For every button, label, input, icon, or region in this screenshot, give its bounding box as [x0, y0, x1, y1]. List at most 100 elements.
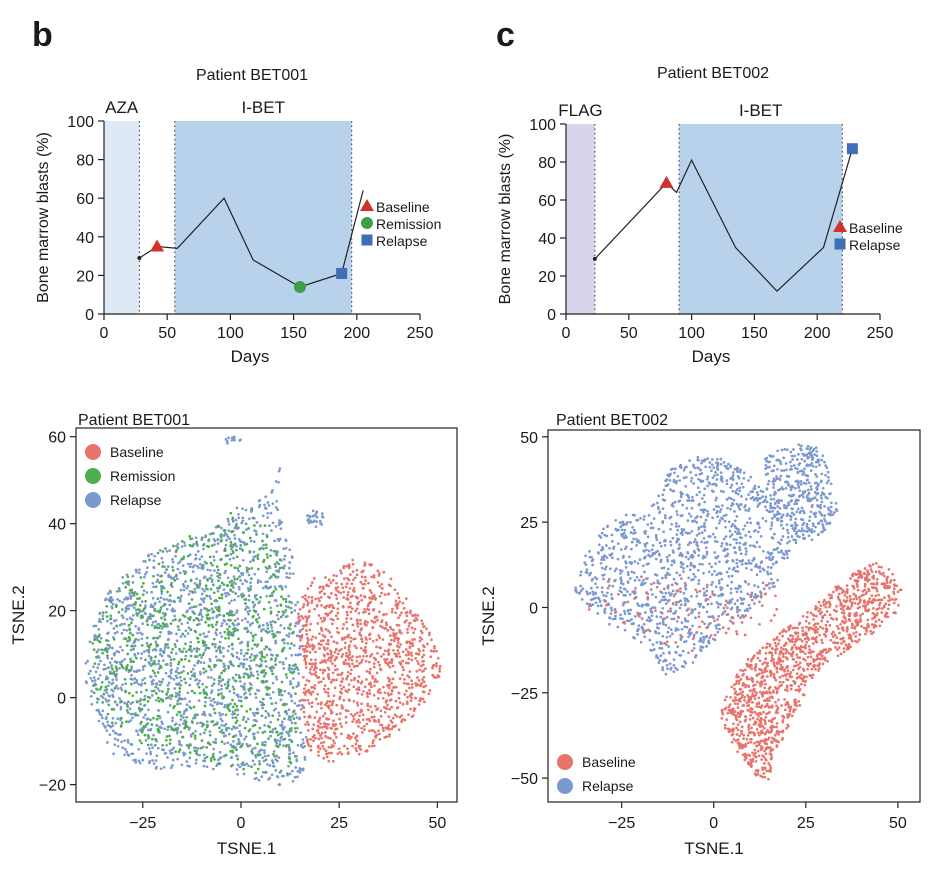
- bet001-blasts-band-label: AZA: [105, 98, 139, 117]
- bet001-tsne-remission-point: [140, 741, 143, 745]
- bet001-tsne-baseline-point: [314, 661, 317, 665]
- bet002-tsne-relapse-point: [695, 540, 699, 544]
- bet002-tsne-relapse-point: [741, 602, 745, 605]
- bet001-tsne-relapse-point: [286, 642, 290, 645]
- bet002-tsne-relapse-point: [689, 563, 693, 567]
- bet001-tsne-baseline-point: [374, 678, 377, 681]
- bet001-tsne-baseline-point: [346, 670, 350, 674]
- bet001-tsne-baseline-point: [318, 632, 321, 636]
- bet001-tsne-relapse-point: [269, 606, 273, 610]
- bet001-tsne-relapse-point: [260, 775, 264, 778]
- bet001-tsne-relapse-point: [138, 571, 141, 575]
- bet001-tsne-relapse-point: [295, 634, 299, 638]
- bet001-tsne-remission-point: [258, 624, 261, 628]
- bet001-tsne-remission-point: [178, 690, 181, 694]
- bet002-tsne-relapse-point: [749, 521, 753, 525]
- bet001-tsne-baseline-point: [356, 701, 359, 705]
- bet001-tsne-relapse-point: [163, 571, 167, 574]
- bet002-tsne-relapse-point: [678, 546, 681, 550]
- bet001-tsne-relapse-point: [283, 689, 287, 693]
- bet001-tsne-legend-baseline-swatch: [85, 444, 101, 460]
- bet002-tsne-relapse-point: [682, 468, 686, 472]
- bet001-tsne-relapse-point: [241, 519, 245, 523]
- bet001-tsne-relapse-point: [182, 712, 186, 716]
- bet002-tsne-relapse-point: [628, 555, 631, 559]
- bet002-tsne-relapse-point: [649, 607, 653, 611]
- bet002-tsne-relapse-point: [740, 495, 743, 498]
- bet002-tsne-relapse-point: [698, 562, 702, 566]
- bet001-tsne-relapse-point: [116, 598, 119, 601]
- bet001-tsne-relapse-point: [274, 480, 278, 483]
- bet001-tsne-relapse-point: [289, 606, 293, 610]
- bet002-tsne-relapse-point: [614, 617, 617, 621]
- bet001-tsne-relapse-point: [178, 723, 181, 727]
- bet001-tsne-remission-point: [240, 744, 244, 748]
- bet001-tsne-baseline-point: [363, 685, 367, 689]
- bet001-tsne-remission-point: [219, 659, 223, 663]
- bet001-tsne-baseline-point: [308, 662, 312, 665]
- bet001-tsne-remission-point: [276, 745, 280, 749]
- bet001-tsne-relapse-point: [104, 667, 108, 671]
- bet001-tsne-baseline-point: [333, 732, 337, 736]
- bet001-tsne-baseline-point: [321, 659, 324, 663]
- bet001-tsne-baseline-point: [410, 654, 413, 657]
- bet001-tsne-relapse-point: [119, 705, 123, 709]
- bet001-tsne-relapse-point: [96, 666, 100, 670]
- bet001-tsne-remission-point: [153, 624, 157, 628]
- bet002-tsne-relapse-point: [679, 551, 683, 555]
- bet001-tsne-baseline-point: [407, 657, 411, 661]
- bet001-tsne-baseline-point: [323, 731, 327, 734]
- bet001-tsne-baseline-point: [308, 671, 312, 674]
- bet001-tsne-remission-point: [253, 643, 257, 646]
- bet001-tsne-remission-point: [125, 709, 129, 712]
- bet001-tsne-relapse-point: [167, 646, 170, 649]
- bet002-tsne-relapse-point: [712, 466, 716, 469]
- bet002-tsne-relapse-point: [700, 525, 703, 529]
- bet001-tsne-remission-point: [225, 726, 228, 730]
- bet001-tsne-relapse-point: [315, 520, 319, 523]
- bet002-tsne-relapse-point: [713, 551, 716, 554]
- bet001-tsne-baseline-point: [347, 578, 351, 582]
- bet001-tsne-remission-point: [229, 540, 233, 544]
- bet002-tsne-relapse-point: [607, 577, 611, 581]
- bet002-blasts-y-label: Bone marrow blasts (%): [497, 134, 514, 305]
- bet001-tsne-relapse-point: [251, 732, 255, 736]
- bet001-tsne-remission-point: [141, 593, 145, 596]
- bet001-tsne-remission-point: [278, 558, 282, 562]
- bet001-tsne-baseline-point: [302, 710, 306, 714]
- bet002-tsne-relapse-point: [696, 455, 700, 459]
- bet001-tsne-remission-point: [164, 738, 168, 742]
- bet002-tsne-relapse-point: [738, 541, 742, 545]
- bet001-tsne-relapse-point: [241, 572, 245, 575]
- bet001-tsne-remission-point: [270, 594, 274, 598]
- bet001-tsne-relapse-point: [149, 675, 152, 678]
- bet001-tsne-baseline-point: [322, 757, 326, 760]
- bet002-tsne-relapse-point: [682, 665, 686, 669]
- bet001-tsne-relapse-point: [285, 572, 288, 575]
- bet002-tsne-relapse-point: [769, 505, 773, 509]
- bet001-tsne-baseline-point: [378, 610, 381, 614]
- bet002-tsne-relapse-point: [670, 522, 674, 526]
- bet001-tsne-baseline-point: [313, 716, 317, 719]
- bet002-tsne-relapse-point: [649, 610, 653, 614]
- bet001-tsne-relapse-point: [238, 765, 242, 769]
- bet001-tsne-relapse-point: [132, 758, 135, 762]
- bet001-tsne-remission-point: [153, 660, 156, 663]
- bet002-tsne-relapse-point: [679, 464, 682, 468]
- bet001-tsne-remission-point: [156, 730, 160, 733]
- bet001-tsne-baseline-point: [379, 709, 383, 713]
- bet001-tsne-baseline-point: [397, 728, 401, 732]
- bet001-blasts-legend-relapse-marker: [361, 234, 373, 246]
- bet001-tsne-relapse-point: [248, 609, 252, 613]
- bet002-tsne-relapse-point: [785, 552, 789, 556]
- bet001-tsne-relapse-point: [229, 552, 233, 556]
- bet001-tsne-baseline-point: [392, 628, 395, 632]
- bet002-tsne-relapse-point: [645, 548, 648, 552]
- bet002-tsne-relapse-point: [651, 606, 655, 609]
- bet001-tsne-relapse-point: [285, 730, 289, 734]
- bet001-tsne-baseline-point: [378, 737, 382, 741]
- bet001-tsne-relapse-point: [176, 542, 180, 546]
- bet001-tsne-baseline-point: [356, 664, 360, 668]
- bet002-tsne-relapse-point: [603, 533, 607, 537]
- bet002-tsne-relapse-point: [744, 547, 748, 550]
